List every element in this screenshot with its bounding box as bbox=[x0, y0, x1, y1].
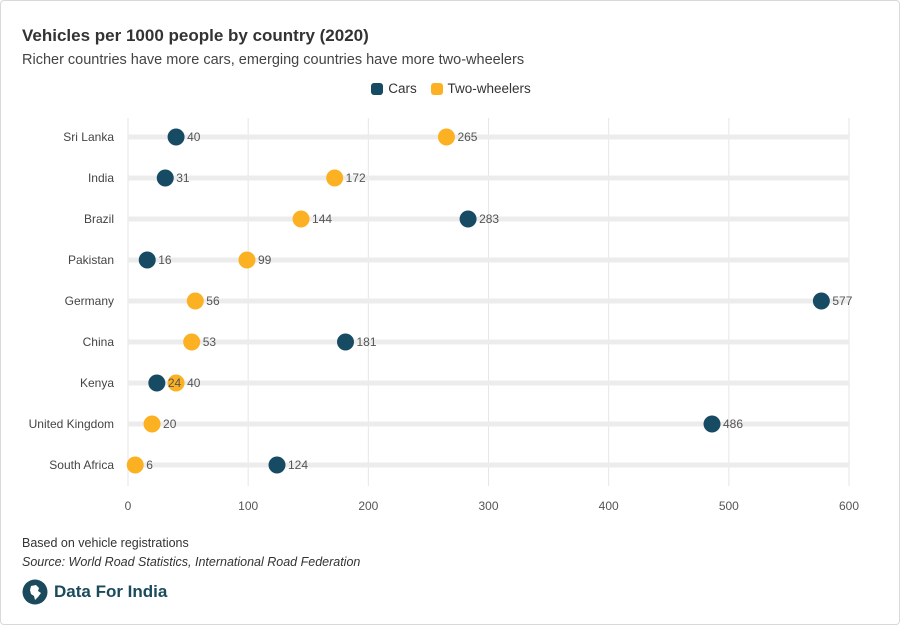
row-track bbox=[128, 298, 849, 304]
category-label: India bbox=[88, 171, 114, 185]
row-track bbox=[128, 380, 849, 386]
dot-cars bbox=[138, 251, 156, 269]
category-label: United Kingdom bbox=[29, 417, 114, 431]
legend-swatch-two-wheelers bbox=[430, 82, 443, 95]
row-track bbox=[128, 134, 849, 140]
category-label: South Africa bbox=[49, 458, 114, 472]
data-label-cars: 24 bbox=[168, 376, 182, 390]
category-label: Sri Lanka bbox=[63, 130, 114, 144]
legend-item-cars[interactable]: Cars bbox=[371, 81, 417, 96]
x-tick-label: 400 bbox=[599, 499, 619, 513]
x-tick-label: 300 bbox=[478, 499, 498, 513]
dot-cars bbox=[167, 128, 185, 146]
legend-item-two-wheelers[interactable]: Two-wheelers bbox=[430, 81, 531, 96]
data-label-two-wheelers: 144 bbox=[312, 212, 332, 226]
dot-two-wheelers bbox=[437, 128, 455, 146]
data-label-cars: 181 bbox=[357, 335, 377, 349]
category-label: Germany bbox=[65, 294, 114, 308]
x-tick-label: 0 bbox=[125, 499, 132, 513]
dot-two-wheelers bbox=[126, 456, 144, 474]
x-tick-label: 200 bbox=[358, 499, 378, 513]
legend-label-two-wheelers: Two-wheelers bbox=[447, 81, 531, 96]
data-label-cars: 31 bbox=[176, 171, 190, 185]
data-label-two-wheelers: 20 bbox=[163, 417, 177, 431]
row-track bbox=[128, 175, 849, 181]
data-for-india-logo-icon bbox=[22, 579, 48, 605]
dot-two-wheelers bbox=[183, 333, 201, 351]
brand-name: Data For India bbox=[54, 582, 168, 601]
x-tick-label: 600 bbox=[839, 499, 859, 513]
data-label-two-wheelers: 40 bbox=[187, 376, 201, 390]
data-label-cars: 16 bbox=[158, 253, 172, 267]
category-label: China bbox=[83, 335, 115, 349]
dot-cars bbox=[459, 210, 477, 228]
data-label-cars: 283 bbox=[479, 212, 499, 226]
row-track bbox=[128, 421, 849, 427]
legend-label-cars: Cars bbox=[388, 81, 417, 96]
x-tick-label: 500 bbox=[719, 499, 739, 513]
data-label-two-wheelers: 99 bbox=[258, 253, 272, 267]
data-label-cars: 486 bbox=[723, 417, 743, 431]
data-label-two-wheelers: 265 bbox=[457, 130, 477, 144]
row-track bbox=[128, 257, 849, 263]
data-label-cars: 577 bbox=[832, 294, 852, 308]
dot-two-wheelers bbox=[326, 169, 344, 187]
data-label-two-wheelers: 53 bbox=[203, 335, 217, 349]
data-label-cars: 40 bbox=[187, 130, 201, 144]
data-label-two-wheelers: 6 bbox=[146, 458, 153, 472]
row-track bbox=[128, 339, 849, 345]
dot-cars bbox=[268, 456, 286, 474]
chart-subtitle: Richer countries have more cars, emergin… bbox=[22, 52, 525, 68]
footnote: Based on vehicle registrations bbox=[22, 536, 189, 550]
row-track bbox=[128, 462, 849, 468]
category-label: Kenya bbox=[80, 376, 114, 390]
source-note: Source: World Road Statistics, Internati… bbox=[22, 555, 361, 569]
dot-cars bbox=[703, 415, 721, 433]
data-label-two-wheelers: 172 bbox=[346, 171, 366, 185]
dot-cars bbox=[148, 374, 166, 392]
row-track bbox=[128, 216, 849, 222]
dot-two-wheelers bbox=[167, 374, 185, 392]
dot-two-wheelers bbox=[143, 415, 161, 433]
dot-cars bbox=[337, 333, 355, 351]
category-label: Pakistan bbox=[68, 253, 114, 267]
chart-title: Vehicles per 1000 people by country (202… bbox=[22, 26, 369, 45]
dot-cars bbox=[156, 169, 174, 187]
brand[interactable]: Data For India bbox=[22, 579, 167, 605]
x-tick-label: 100 bbox=[238, 499, 258, 513]
dot-two-wheelers bbox=[292, 210, 310, 228]
dot-two-wheelers bbox=[186, 292, 204, 310]
dot-two-wheelers bbox=[238, 251, 256, 269]
category-label: Brazil bbox=[84, 212, 114, 226]
dot-cars bbox=[812, 292, 830, 310]
data-label-two-wheelers: 56 bbox=[206, 294, 220, 308]
chart-legend: Cars Two-wheelers bbox=[1, 81, 900, 98]
data-label-cars: 124 bbox=[288, 458, 308, 472]
legend-swatch-cars bbox=[371, 82, 384, 95]
